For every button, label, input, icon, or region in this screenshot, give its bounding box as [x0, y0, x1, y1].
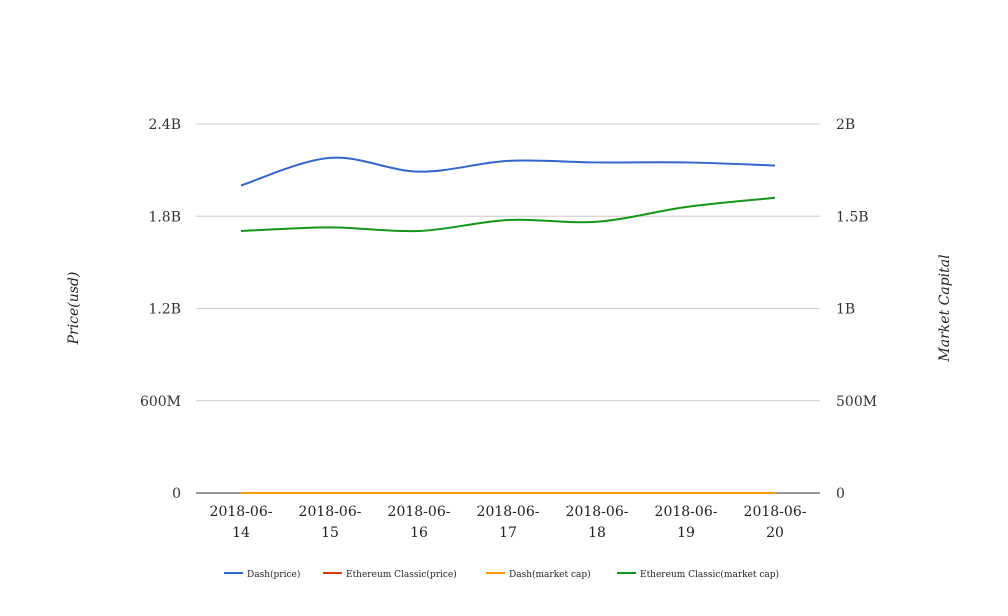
- legend-item-ethereum-classic-price[interactable]: Ethereum Classic(price): [323, 569, 457, 580]
- x-tick-label: 2018-06-15: [299, 504, 362, 541]
- right-axis-title: Market Capital: [937, 254, 953, 362]
- x-axis-ticks: 2018-06-14 2018-06-15 2018-06-16 2018-06-17…: [210, 504, 807, 541]
- left-tick-label: 600M: [140, 394, 181, 410]
- right-tick-label: 1B: [836, 302, 855, 318]
- left-tick-label: 0: [172, 486, 181, 502]
- gridlines: [196, 123, 820, 402]
- right-tick-label: 500M: [836, 394, 877, 410]
- legend-label: Dash(price): [247, 569, 300, 580]
- x-tick-label: 2018-06-16: [388, 504, 451, 541]
- right-axis-ticks: 0 500M 1B 1.5B 2B: [836, 117, 877, 502]
- left-axis-ticks: 0 600M 1.2B 1.8B 2.4B: [140, 117, 181, 502]
- left-tick-label: 1.8B: [148, 209, 181, 225]
- legend-item-dash-price[interactable]: Dash(price): [224, 569, 300, 580]
- legend-item-dash-market-cap[interactable]: Dash(market cap): [486, 569, 591, 580]
- right-tick-label: 2B: [836, 117, 855, 133]
- legend-label: Ethereum Classic(price): [346, 569, 457, 580]
- left-axis-title: Price(usd): [66, 272, 82, 346]
- x-tick-label: 2018-06-17: [477, 504, 540, 541]
- legend-item-ethereum-classic-market-cap[interactable]: Ethereum Classic(market cap): [617, 569, 779, 580]
- left-tick-label: 2.4B: [148, 117, 181, 133]
- x-tick-label: 2018-06-18: [566, 504, 629, 541]
- x-tick-label: 2018-06-19: [655, 504, 718, 541]
- left-tick-label: 1.2B: [148, 302, 181, 318]
- right-tick-label: 1.5B: [836, 209, 869, 225]
- legend-label: Ethereum Classic(market cap): [640, 569, 779, 580]
- series-line-ethereum-classic-market-cap: [240, 196, 776, 233]
- x-tick-label: 2018-06-14: [210, 504, 273, 541]
- right-tick-label: 0: [836, 486, 845, 502]
- x-tick-label: 2018-06-20: [744, 504, 807, 541]
- legend: Dash(price) Ethereum Classic(price) Dash(m…: [224, 569, 779, 580]
- legend-label: Dash(market cap): [509, 569, 591, 580]
- series-lines: [240, 156, 776, 495]
- series-line-dash-price: [240, 156, 776, 187]
